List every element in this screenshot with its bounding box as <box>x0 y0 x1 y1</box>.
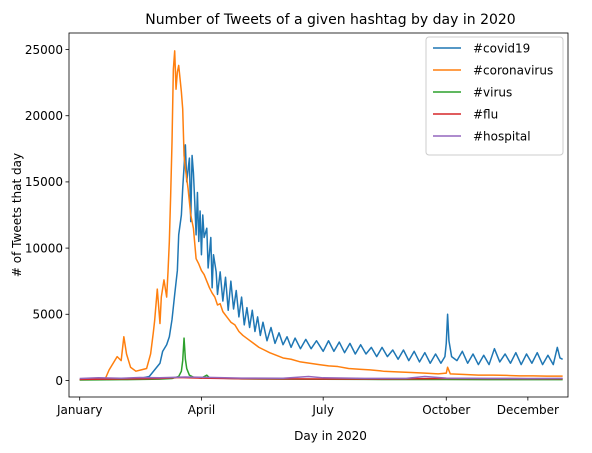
chart-title: Number of Tweets of a given hashtag by d… <box>145 12 515 28</box>
y-tick-label: 5000 <box>32 308 63 322</box>
y-tick-label: 20000 <box>25 109 63 123</box>
x-tick-label: April <box>188 403 215 417</box>
series-line-coronavirus <box>79 50 563 381</box>
legend-label: #covid19 <box>473 41 530 55</box>
y-axis: 0 5000 10000 15000 20000 25000 <box>25 43 69 388</box>
series-line-hospital <box>79 375 563 380</box>
x-tick-label: December <box>497 403 559 417</box>
legend-label: #virus <box>473 85 512 99</box>
legend-label: #hospital <box>473 129 531 143</box>
y-tick-label: 15000 <box>25 175 63 189</box>
x-axis: January April July October December <box>56 397 559 417</box>
legend-box <box>425 36 564 156</box>
x-tick-label: October <box>422 403 470 417</box>
legend-label: #coronavirus <box>473 63 553 77</box>
x-tick-label: July <box>311 403 334 417</box>
y-tick-label: 10000 <box>25 241 63 255</box>
y-axis-label: # of Tweets that day <box>10 153 24 277</box>
legend: #covid19 #coronavirus #virus #flu #hospital <box>425 36 564 156</box>
series-layer <box>79 50 563 381</box>
x-axis-label: Day in 2020 <box>294 429 367 443</box>
x-tick-label: January <box>56 403 103 417</box>
legend-label: #flu <box>473 107 498 121</box>
y-tick-label: 0 <box>55 374 63 388</box>
plot-frame <box>68 32 569 398</box>
y-tick-label: 25000 <box>25 43 63 57</box>
